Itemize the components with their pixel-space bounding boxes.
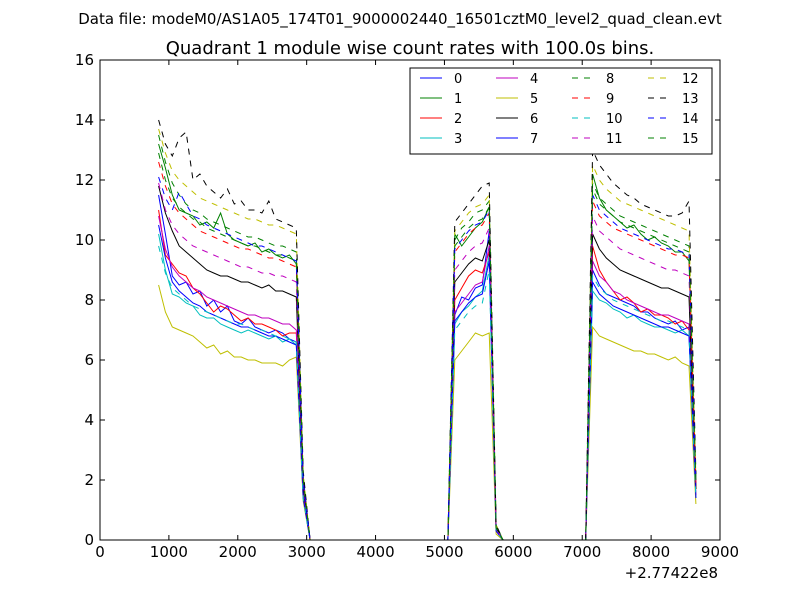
legend-label: 2: [454, 112, 462, 127]
y-tick-label: 2: [84, 471, 94, 489]
legend-label: 8: [606, 72, 614, 87]
series-line-8: [158, 134, 697, 540]
legend-label: 0: [454, 72, 462, 87]
legend-label: 5: [530, 92, 538, 107]
series-line-5: [158, 284, 697, 540]
y-tick-label: 0: [84, 531, 94, 549]
series-line-1: [158, 143, 697, 540]
series-line-13: [158, 119, 697, 540]
x-tick-label: 3000: [288, 543, 326, 561]
x-tick-label: 0: [95, 543, 105, 561]
x-axis: 0 1000 2000 3000 4000 5000 6000 7000 8000 9000: [95, 60, 739, 561]
series-line-6: [158, 185, 697, 540]
legend-label: 15: [682, 132, 699, 147]
x-tick-label: 7000: [563, 543, 601, 561]
x-tick-label: 2000: [219, 543, 257, 561]
series-line-15: [158, 152, 697, 540]
legend-label: 11: [606, 132, 623, 147]
chart-title: Quadrant 1 module wise count rates with …: [166, 38, 655, 59]
y-tick-label: 10: [75, 231, 94, 249]
chart-suptitle: Data file: modeM0/AS1A05_174T01_90000024…: [78, 10, 722, 29]
series-line-14: [158, 176, 697, 540]
y-tick-label: 14: [75, 111, 94, 129]
series-line-2: [158, 209, 697, 540]
legend-label: 6: [530, 112, 538, 127]
legend-label: 7: [530, 132, 538, 147]
series-line-3: [158, 233, 697, 540]
legend-label: 10: [606, 112, 623, 127]
legend-label: 9: [606, 92, 614, 107]
series-line-9: [158, 161, 697, 540]
series-lines: [158, 119, 697, 540]
y-tick-label: 6: [84, 351, 94, 369]
series-line-4: [158, 215, 697, 540]
y-tick-label: 4: [84, 411, 94, 429]
legend-label: 4: [530, 72, 538, 87]
legend-label: 1: [454, 92, 462, 107]
series-line-7: [158, 224, 697, 540]
series-line-10: [158, 245, 697, 540]
series-line-12: [158, 128, 697, 540]
x-tick-label: 9000: [701, 543, 739, 561]
legend-label: 3: [454, 132, 462, 147]
series-line-0: [158, 194, 697, 540]
legend-label: 12: [682, 72, 699, 87]
x-offset-label: +2.77422e8: [625, 564, 718, 582]
x-tick-label: 4000: [356, 543, 394, 561]
plot-area: 0 1000 2000 3000 4000 5000 6000 7000 8000 9000 0 2…: [75, 51, 739, 582]
y-tick-label: 12: [75, 171, 94, 189]
x-tick-label: 5000: [425, 543, 463, 561]
x-tick-label: 1000: [150, 543, 188, 561]
series-line-11: [158, 182, 697, 540]
x-tick-label: 8000: [632, 543, 670, 561]
legend-label: 14: [682, 112, 699, 127]
x-tick-label: 6000: [494, 543, 532, 561]
legend-box: [409, 67, 713, 155]
legend-label: 13: [682, 92, 699, 107]
y-tick-label: 16: [75, 51, 94, 69]
y-tick-label: 8: [84, 291, 94, 309]
